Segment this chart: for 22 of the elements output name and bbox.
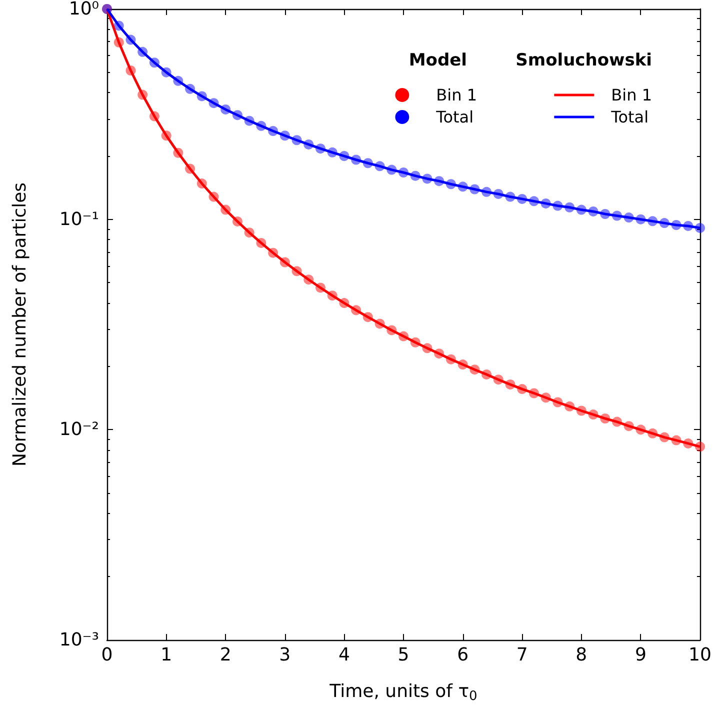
x-tick-label: 6 bbox=[457, 644, 469, 666]
x-tick-label: 7 bbox=[516, 644, 528, 666]
y-tick-label: 10⁰ bbox=[68, 0, 99, 20]
legend-label: Bin 1 bbox=[436, 86, 477, 104]
x-tick-label: 5 bbox=[398, 644, 410, 666]
x-tick-label: 0 bbox=[101, 644, 113, 666]
x-tick-label: 4 bbox=[338, 644, 350, 666]
legend-label: Bin 1 bbox=[611, 86, 652, 104]
x-tick-label: 2 bbox=[220, 644, 232, 666]
legend-label: Total bbox=[435, 108, 474, 126]
y-tick-label: 10⁻³ bbox=[59, 630, 99, 650]
y-tick-label: 10⁻¹ bbox=[59, 208, 99, 230]
y-tick-label: 10⁻² bbox=[59, 419, 99, 440]
legend-label: Total bbox=[610, 108, 649, 126]
x-tick-label: 8 bbox=[576, 644, 588, 666]
x-tick-label: 9 bbox=[634, 644, 646, 666]
y-axis-title: Normalized number of particles bbox=[10, 182, 30, 467]
x-tick-label: 1 bbox=[160, 644, 172, 666]
x-tick-label: 10 bbox=[688, 644, 712, 666]
annotation: Smoluchowski bbox=[516, 50, 652, 70]
x-tick-label: 3 bbox=[279, 644, 291, 666]
annotation: Model bbox=[408, 50, 468, 70]
